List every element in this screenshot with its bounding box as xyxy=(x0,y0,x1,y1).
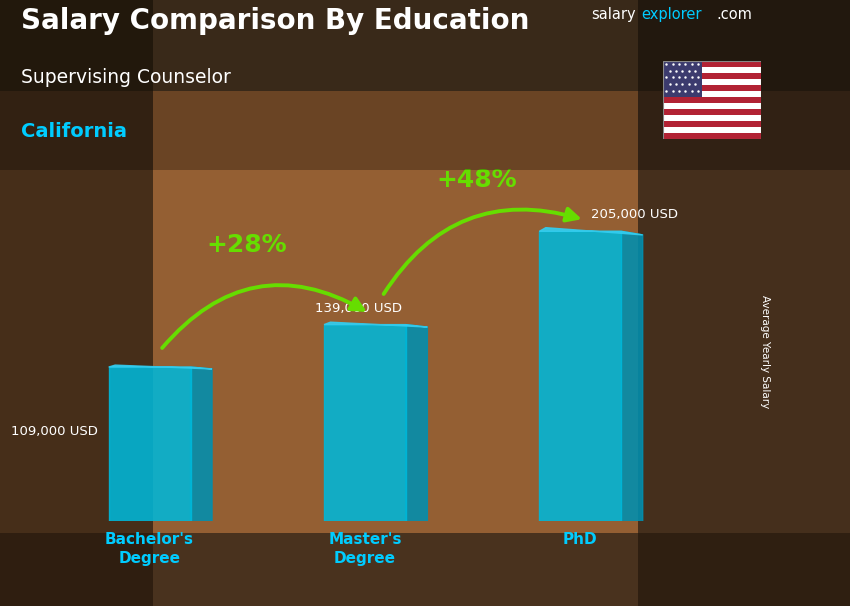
Text: +28%: +28% xyxy=(207,233,286,257)
Text: +48%: +48% xyxy=(437,168,517,191)
Bar xyxy=(663,97,761,103)
Text: .com: .com xyxy=(717,7,752,22)
Bar xyxy=(663,91,761,97)
Polygon shape xyxy=(621,231,643,525)
Bar xyxy=(663,103,761,109)
Text: salary: salary xyxy=(591,7,635,22)
Text: Average Yearly Salary: Average Yearly Salary xyxy=(760,295,770,408)
Text: California: California xyxy=(21,122,128,141)
Polygon shape xyxy=(324,322,428,327)
Bar xyxy=(663,73,761,79)
Bar xyxy=(663,61,702,97)
Bar xyxy=(663,115,761,121)
Text: 139,000 USD: 139,000 USD xyxy=(315,302,402,315)
Polygon shape xyxy=(405,325,428,524)
Bar xyxy=(663,61,761,67)
FancyArrowPatch shape xyxy=(162,285,363,348)
Bar xyxy=(663,85,761,91)
Bar xyxy=(153,91,638,533)
Bar xyxy=(0,533,850,606)
Bar xyxy=(663,133,761,139)
Bar xyxy=(663,79,761,85)
Polygon shape xyxy=(540,228,643,235)
Bar xyxy=(663,109,761,115)
Polygon shape xyxy=(190,367,212,523)
Text: Salary Comparison By Education: Salary Comparison By Education xyxy=(21,7,530,35)
Text: explorer: explorer xyxy=(642,7,702,22)
Bar xyxy=(0,0,850,91)
Bar xyxy=(663,121,761,127)
FancyArrowPatch shape xyxy=(383,208,578,294)
Bar xyxy=(638,0,850,606)
Text: Supervising Counselor: Supervising Counselor xyxy=(21,68,231,87)
Polygon shape xyxy=(540,231,621,521)
Text: 109,000 USD: 109,000 USD xyxy=(11,425,98,438)
Bar xyxy=(663,67,761,73)
Bar xyxy=(0,0,153,606)
Text: 205,000 USD: 205,000 USD xyxy=(591,208,678,221)
Bar xyxy=(663,127,761,133)
Polygon shape xyxy=(324,325,405,521)
Polygon shape xyxy=(109,367,190,521)
Polygon shape xyxy=(109,365,212,369)
